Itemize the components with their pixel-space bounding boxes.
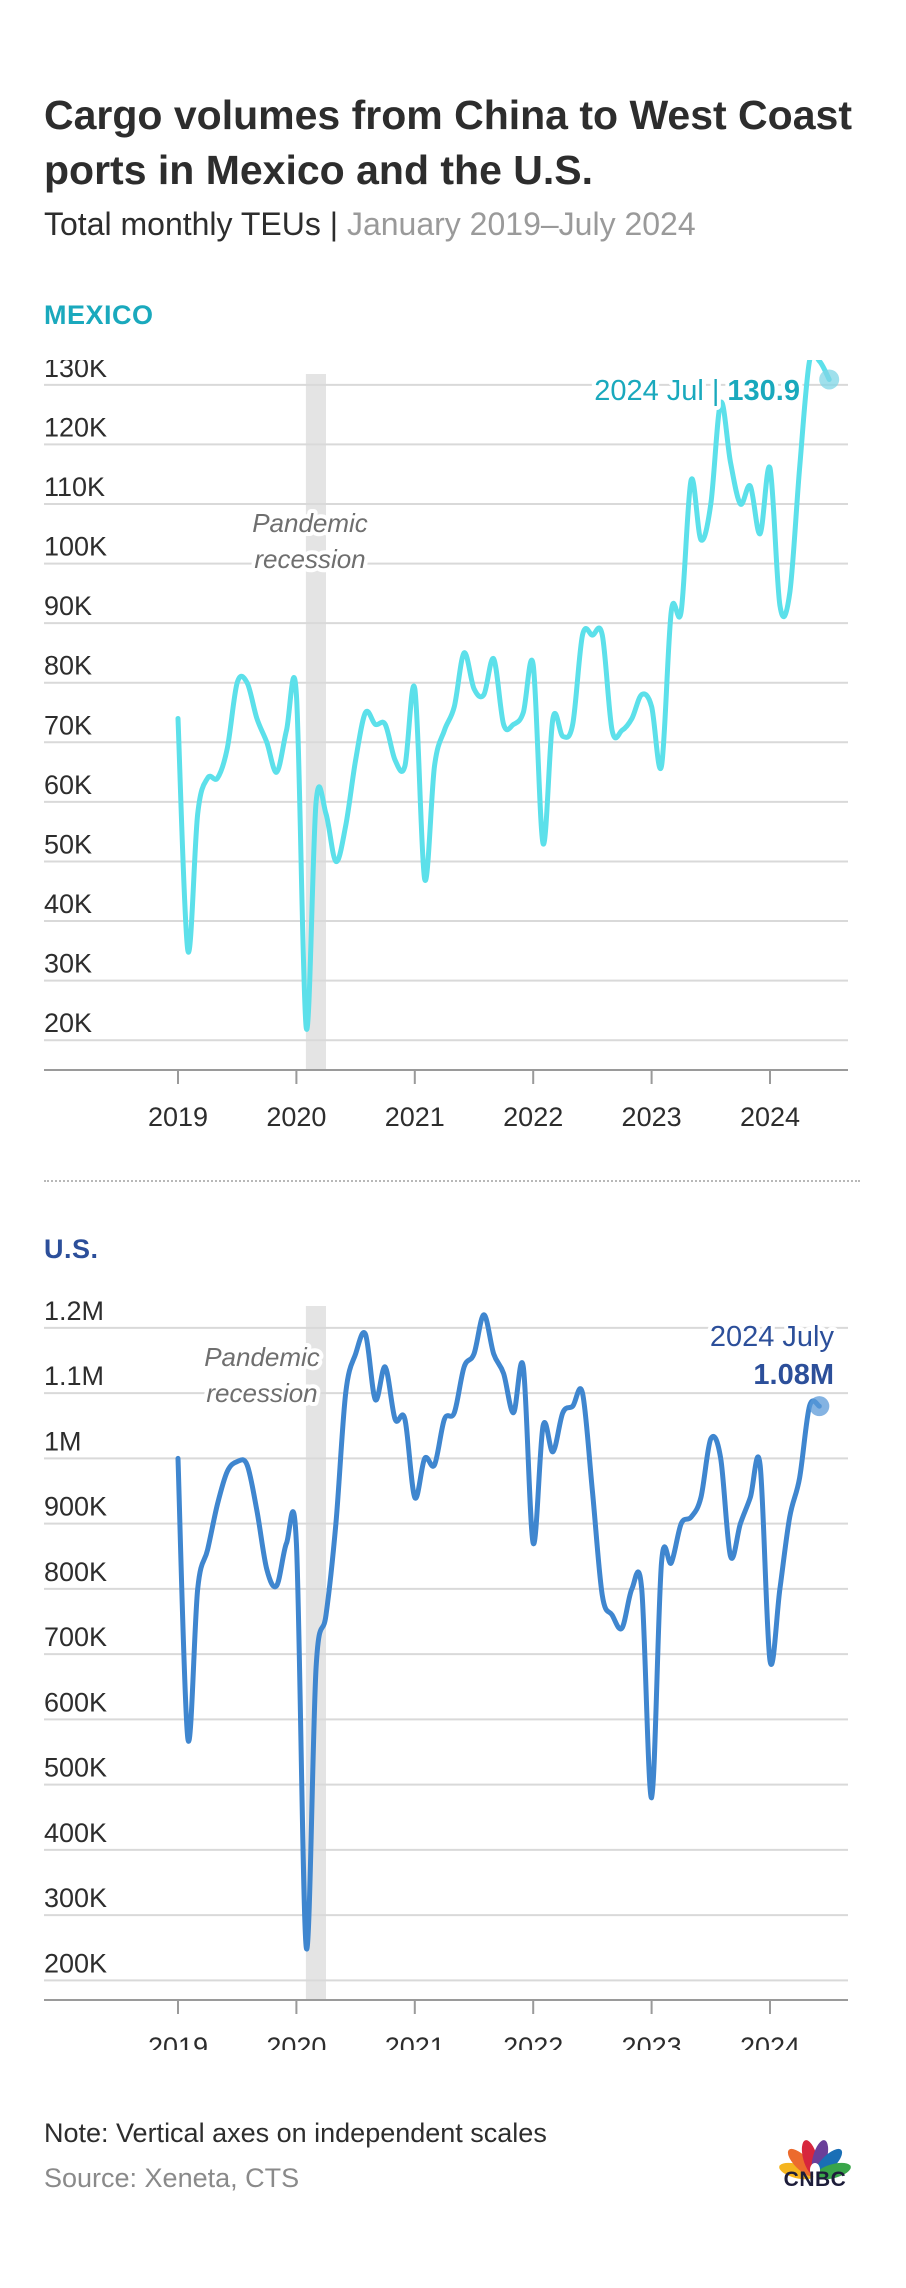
latest-value-annotation: 2024 Jul | 130.9 [594, 375, 800, 407]
y-tick-label: 200K [44, 1948, 107, 1978]
x-tick-label: 2019 [148, 2032, 208, 2050]
cnbc-logo-text: CNBC [783, 2168, 847, 2191]
recession-label: Pandemic [252, 508, 368, 538]
x-tick-label: 2020 [266, 2032, 326, 2050]
x-tick-label: 2019 [148, 1102, 208, 1132]
x-tick-label: 2020 [266, 1102, 326, 1132]
y-tick-label: 400K [44, 1818, 107, 1848]
cnbc-peacock-logo-icon [779, 2140, 851, 2180]
y-tick-label: 30K [44, 949, 92, 979]
series-line [175, 1312, 822, 1952]
us-section-label: U.S. [44, 1234, 99, 1264]
y-tick-label: 1M [44, 1426, 82, 1456]
y-tick-label: 1.1M [44, 1361, 104, 1391]
footnote: Note: Vertical axes on independent scale… [44, 2118, 547, 2148]
y-tick-label: 900K [44, 1492, 107, 1522]
series-line [175, 360, 832, 1032]
annotation-period: 2024 Jul [594, 375, 704, 407]
source-credit: Source: Xeneta, CTS [44, 2163, 300, 2193]
y-tick-label: 20K [44, 1008, 92, 1038]
us-line-chart: 200K 300K 400K 500K 600K 700K 800K 900K 1M 1.1M 1.… [44, 1296, 848, 2050]
x-tick-label: 2022 [503, 1102, 563, 1132]
section-divider [44, 1180, 860, 1182]
recession-label: Pandemic [204, 1342, 320, 1372]
y-tick-label: 90K [44, 591, 92, 621]
subtitle-range: January 2019–July 2024 [346, 206, 696, 242]
chart-subtitle: Total monthly TEUs | January 2019–July 2… [44, 206, 696, 243]
y-tick-label: 50K [44, 829, 92, 859]
y-tick-label: 120K [44, 412, 107, 442]
x-tick-label: 2024 [740, 1102, 800, 1132]
last-point-marker [809, 1396, 830, 1417]
x-tick-label: 2021 [385, 2032, 445, 2050]
y-tick-label: 800K [44, 1557, 107, 1587]
y-tick-label: 300K [44, 1883, 107, 1913]
mexico-line-chart: 20K 30K 40K 50K 60K 70K 80K 90K 100K 110K 120K 130K… [44, 360, 848, 1132]
annotation-value: 130.9 [727, 375, 800, 407]
mexico-section-label: MEXICO [44, 300, 154, 330]
y-tick-label: 100K [44, 532, 107, 562]
subtitle-separator: | [329, 206, 339, 242]
y-tick-label: 80K [44, 651, 92, 681]
annotation-value: 1.08M [753, 1359, 834, 1391]
y-tick-label: 1.2M [44, 1296, 104, 1326]
x-tick-label: 2021 [385, 1102, 445, 1132]
x-tick-label: 2024 [740, 2032, 800, 2050]
last-point-marker [819, 369, 840, 390]
x-tick-label: 2023 [622, 2032, 682, 2050]
x-tick-label: 2022 [503, 2032, 563, 2050]
chart-title: Cargo volumes from China to West Coast p… [44, 92, 852, 193]
recession-label: recession [206, 1378, 317, 1408]
y-tick-label: 60K [44, 770, 92, 800]
y-tick-label: 110K [44, 472, 105, 502]
subtitle-units: Total monthly TEUs [44, 206, 321, 242]
x-tick-label: 2023 [622, 1102, 682, 1132]
y-tick-label: 700K [44, 1622, 107, 1652]
recession-label: recession [254, 544, 365, 574]
y-tick-label: 500K [44, 1753, 107, 1783]
y-tick-label: 70K [44, 710, 92, 740]
annotation-period: 2024 July [710, 1321, 835, 1353]
annotation-separator: | [712, 375, 720, 407]
y-tick-label: 40K [44, 889, 92, 919]
y-tick-label: 130K [44, 360, 107, 383]
y-tick-label: 600K [44, 1687, 107, 1717]
